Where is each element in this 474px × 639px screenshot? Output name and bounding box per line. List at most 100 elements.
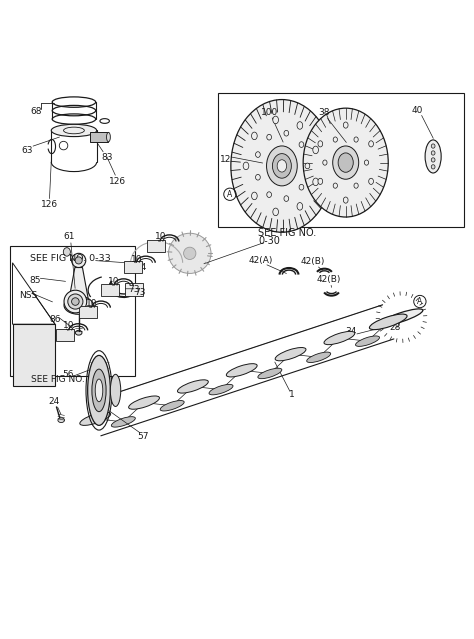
Ellipse shape — [324, 332, 355, 344]
Ellipse shape — [425, 140, 441, 173]
Ellipse shape — [75, 330, 82, 335]
Ellipse shape — [313, 178, 319, 186]
Ellipse shape — [356, 336, 380, 346]
Bar — [147, 240, 165, 252]
Ellipse shape — [333, 137, 337, 142]
Ellipse shape — [273, 208, 279, 216]
Ellipse shape — [431, 144, 435, 148]
Ellipse shape — [21, 326, 27, 332]
Bar — [56, 329, 74, 341]
Text: 10: 10 — [131, 254, 143, 263]
Ellipse shape — [83, 300, 86, 303]
Text: A: A — [417, 297, 422, 306]
Ellipse shape — [313, 146, 319, 154]
Text: SEE FIG NO. 0-33: SEE FIG NO. 0-33 — [31, 376, 108, 385]
Ellipse shape — [107, 132, 110, 142]
Ellipse shape — [128, 396, 159, 409]
Bar — [101, 284, 119, 296]
Ellipse shape — [431, 165, 435, 169]
Ellipse shape — [80, 412, 110, 426]
Ellipse shape — [258, 368, 282, 379]
Bar — [79, 306, 97, 318]
Ellipse shape — [40, 326, 46, 332]
Text: 57: 57 — [137, 432, 149, 441]
Text: 10: 10 — [109, 277, 120, 286]
Text: 34: 34 — [346, 327, 357, 336]
Ellipse shape — [273, 116, 279, 124]
Ellipse shape — [333, 183, 337, 189]
Ellipse shape — [299, 185, 304, 190]
Ellipse shape — [277, 160, 287, 172]
Ellipse shape — [431, 158, 435, 162]
Polygon shape — [69, 268, 88, 298]
Text: NSS: NSS — [19, 291, 37, 300]
Ellipse shape — [297, 203, 303, 210]
Ellipse shape — [267, 134, 272, 140]
Text: 24: 24 — [48, 397, 59, 406]
Ellipse shape — [343, 197, 348, 203]
Ellipse shape — [252, 132, 257, 140]
Ellipse shape — [168, 233, 211, 273]
Text: 1: 1 — [289, 390, 294, 399]
Text: 12: 12 — [219, 155, 231, 164]
Text: 73: 73 — [134, 288, 146, 296]
Text: 10: 10 — [86, 299, 97, 308]
Text: 40: 40 — [412, 105, 423, 114]
Text: 68: 68 — [30, 107, 42, 116]
Text: 84: 84 — [136, 263, 147, 272]
Ellipse shape — [65, 300, 68, 303]
Text: 100: 100 — [261, 108, 278, 117]
Ellipse shape — [209, 385, 233, 395]
Ellipse shape — [255, 174, 260, 180]
Bar — [10, 246, 136, 376]
Text: A: A — [228, 190, 233, 199]
Ellipse shape — [68, 294, 83, 309]
Ellipse shape — [72, 298, 79, 305]
Ellipse shape — [21, 364, 27, 369]
Bar — [124, 261, 142, 273]
Ellipse shape — [431, 151, 435, 155]
Text: 73: 73 — [128, 285, 140, 294]
Ellipse shape — [74, 291, 77, 294]
Ellipse shape — [333, 146, 359, 179]
Text: 0-30: 0-30 — [258, 236, 280, 245]
Ellipse shape — [183, 247, 196, 259]
Text: SEE FIG NO.: SEE FIG NO. — [258, 229, 317, 238]
Ellipse shape — [64, 290, 87, 313]
Text: 61: 61 — [64, 233, 75, 242]
Ellipse shape — [338, 153, 353, 173]
Ellipse shape — [92, 369, 106, 412]
Ellipse shape — [343, 122, 348, 128]
Ellipse shape — [64, 296, 93, 314]
Ellipse shape — [369, 141, 374, 147]
Text: 86: 86 — [49, 315, 61, 324]
Ellipse shape — [273, 153, 292, 178]
Ellipse shape — [72, 253, 86, 268]
Ellipse shape — [74, 309, 77, 312]
Ellipse shape — [318, 178, 323, 185]
Text: 38: 38 — [319, 109, 330, 118]
Text: 56: 56 — [62, 370, 73, 379]
Ellipse shape — [243, 162, 249, 170]
Ellipse shape — [297, 121, 303, 129]
Ellipse shape — [354, 183, 358, 189]
Ellipse shape — [266, 146, 297, 186]
Ellipse shape — [299, 142, 304, 148]
Ellipse shape — [307, 352, 331, 362]
Ellipse shape — [323, 160, 327, 166]
Ellipse shape — [51, 125, 97, 137]
Text: 85: 85 — [29, 276, 40, 285]
Ellipse shape — [369, 178, 374, 185]
Ellipse shape — [95, 379, 103, 402]
Ellipse shape — [369, 314, 407, 330]
Ellipse shape — [110, 374, 121, 406]
Text: 42(B): 42(B) — [317, 275, 341, 284]
Ellipse shape — [177, 380, 208, 393]
Ellipse shape — [64, 248, 71, 256]
Polygon shape — [12, 324, 55, 386]
Ellipse shape — [365, 160, 369, 166]
Bar — [218, 93, 464, 227]
Ellipse shape — [252, 192, 257, 200]
Text: 83: 83 — [101, 153, 113, 162]
Ellipse shape — [303, 108, 388, 217]
